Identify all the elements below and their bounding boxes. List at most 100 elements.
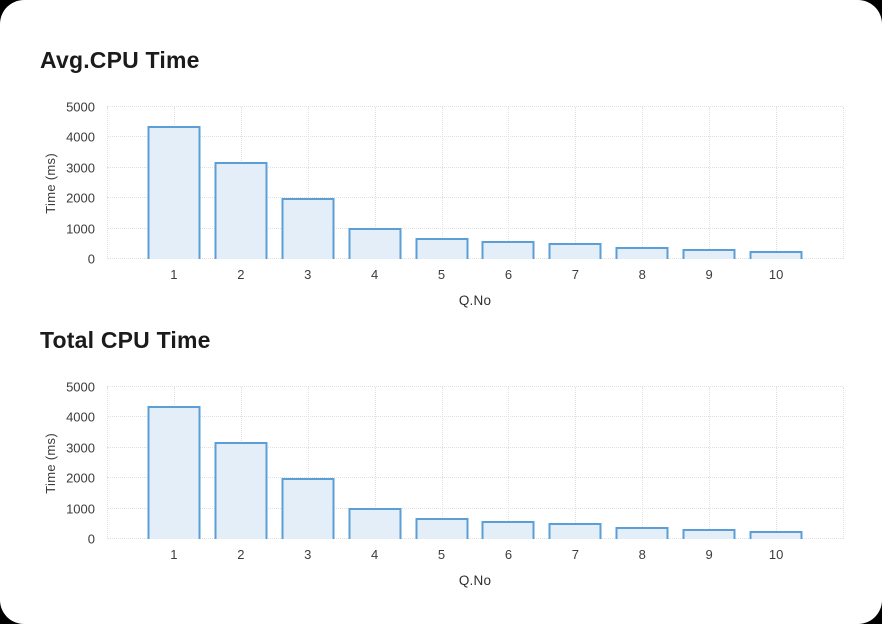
gridline-vertical [843, 387, 844, 539]
chart-section-avg-cpu-time: Avg.CPU Time Time (ms) 0 1000 2000 3000 4000… [40, 44, 844, 309]
bar-q5[interactable] [415, 238, 469, 259]
y-tick-label: 3000 [66, 440, 95, 456]
bar-q3[interactable] [281, 477, 335, 539]
x-tick-label: 2 [237, 267, 245, 282]
x-tick-label: 7 [571, 547, 579, 562]
x-tick-label: 3 [304, 547, 312, 562]
gridline-horizontal [107, 538, 843, 539]
bar-q1[interactable] [147, 405, 201, 539]
bar-q6[interactable] [481, 521, 535, 539]
y-tick-label: 4000 [66, 409, 95, 425]
y-tick-label: 1000 [66, 501, 95, 517]
gridline-vertical [575, 107, 577, 259]
y-axis-title: Time (ms) [40, 387, 60, 539]
x-tick-label: 8 [638, 547, 646, 562]
gridline-vertical [441, 387, 443, 539]
bar-chart-total-cpu-time: Time (ms) 0 1000 2000 3000 4000 5000 1 2 3 4 5 6 7 8… [40, 381, 844, 589]
x-axis-title: Q.No [458, 573, 492, 588]
gridline-vertical [307, 387, 309, 539]
bar-q8[interactable] [615, 246, 669, 259]
bar-q6[interactable] [481, 241, 535, 259]
gridline-vertical [776, 107, 778, 259]
bar-q4[interactable] [348, 228, 402, 259]
y-tick-label: 2000 [66, 470, 95, 486]
x-tick-label: 6 [504, 547, 513, 562]
y-tick-label: 4000 [66, 129, 95, 145]
plot-area [107, 106, 844, 259]
y-tick-label: 0 [87, 251, 95, 267]
y-tick-label: 5000 [66, 99, 95, 115]
gridline-vertical [374, 387, 376, 539]
bar-q7[interactable] [548, 523, 602, 539]
x-tick-label: 7 [571, 267, 579, 282]
x-tick-label: 10 [768, 547, 784, 562]
y-tick-label: 2000 [66, 190, 95, 206]
y-tick-label: 1000 [66, 221, 95, 237]
x-axis-title: Q.No [458, 293, 492, 308]
gridline-horizontal [107, 446, 843, 448]
y-axis-title-text: Time (ms) [42, 432, 58, 494]
gridline-horizontal [107, 258, 843, 259]
gridline-vertical [776, 387, 778, 539]
x-tick-label: 1 [170, 547, 178, 562]
bar-q9[interactable] [682, 248, 736, 259]
bar-q7[interactable] [548, 243, 602, 259]
x-tick-label: 1 [170, 267, 178, 282]
x-tick-label: 9 [705, 547, 713, 562]
gridline-vertical [508, 387, 510, 539]
gridline-horizontal [107, 477, 843, 479]
x-tick-label: 2 [237, 547, 245, 562]
x-tick-label: 8 [638, 267, 646, 282]
gridline-vertical [307, 107, 309, 259]
gridline-vertical [508, 107, 510, 259]
x-tick-label: 10 [768, 267, 784, 282]
y-tick-label: 0 [87, 531, 95, 547]
x-tick-label: 9 [705, 267, 713, 282]
x-axis-ticks: 1 2 3 4 5 6 7 8 9 10 [107, 259, 843, 289]
gridline-horizontal [107, 227, 843, 229]
gridline-vertical [107, 107, 108, 259]
y-axis-ticks: 0 1000 2000 3000 4000 5000 [60, 381, 107, 546]
y-tick-label: 5000 [66, 379, 95, 395]
bar-q2[interactable] [214, 161, 268, 259]
gridline-vertical [441, 107, 443, 259]
chart-section-total-cpu-time: Total CPU Time Time (ms) 0 1000 2000 3000 40… [40, 324, 844, 589]
bar-q10[interactable] [749, 250, 803, 259]
bar-q5[interactable] [415, 518, 469, 539]
gridline-horizontal [107, 166, 843, 168]
x-tick-label: 6 [504, 267, 513, 282]
x-tick-label: 5 [437, 267, 446, 282]
y-axis-ticks: 0 1000 2000 3000 4000 5000 [60, 101, 107, 266]
bar-q4[interactable] [348, 508, 402, 539]
gridline-vertical [642, 107, 644, 259]
gridline-vertical [642, 387, 644, 539]
gridline-vertical [709, 107, 711, 259]
gridline-vertical [843, 107, 844, 259]
x-tick-label: 4 [371, 547, 379, 562]
chart-title-avg-cpu-time: Avg.CPU Time [40, 47, 200, 73]
chart-title-total-cpu-time: Total CPU Time [40, 327, 211, 353]
gridline-vertical [709, 387, 711, 539]
gridline-horizontal [107, 197, 843, 199]
gridline-horizontal [107, 416, 843, 418]
gridline-horizontal [107, 136, 843, 138]
x-tick-label: 4 [371, 267, 379, 282]
y-tick-label: 3000 [66, 160, 95, 176]
x-axis-ticks: 1 2 3 4 5 6 7 8 9 10 [107, 539, 843, 569]
gridline-horizontal [107, 507, 843, 509]
bar-q1[interactable] [147, 125, 201, 259]
bar-q9[interactable] [682, 528, 736, 539]
plot-area [107, 386, 844, 539]
y-axis-title: Time (ms) [40, 107, 60, 259]
bar-chart-avg-cpu-time: Time (ms) 0 1000 2000 3000 4000 5000 1 2 3 4 5 6 7 8… [40, 101, 844, 309]
bar-q3[interactable] [281, 197, 335, 259]
gridline-vertical [374, 107, 376, 259]
gridline-vertical [575, 387, 577, 539]
gridline-vertical [107, 387, 108, 539]
x-tick-label: 3 [304, 267, 312, 282]
bar-q8[interactable] [615, 526, 669, 539]
bar-q2[interactable] [214, 441, 268, 539]
bar-q10[interactable] [749, 530, 803, 539]
y-axis-title-text: Time (ms) [42, 152, 58, 214]
